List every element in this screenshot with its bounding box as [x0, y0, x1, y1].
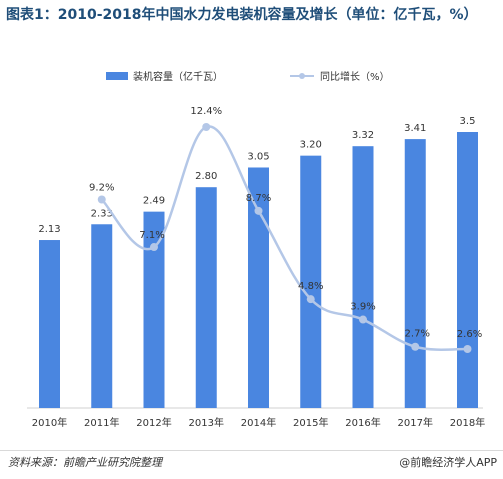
x-tick-label: 2012年 — [136, 416, 171, 429]
bar-value-label: 3.20 — [300, 140, 322, 151]
bar — [91, 224, 113, 408]
chart-legend: 装机容量（亿千瓦） 同比增长（%） — [106, 70, 390, 83]
bar — [352, 146, 374, 409]
line-point — [411, 342, 420, 351]
bar — [300, 155, 322, 408]
chart-canvas: 装机容量（亿千瓦） 同比增长（%） 2.13 2.33 2.49 2.80 3.05 3.… — [27, 70, 485, 429]
source-note: 资料来源：前瞻产业研究院整理 — [8, 456, 162, 469]
bar — [195, 187, 217, 408]
chart-title: 图表1：2010-2018年中国水力发电装机容量及增长（单位：亿千瓦，%） — [6, 7, 478, 23]
bar-value-label: 3.41 — [404, 123, 426, 134]
bar-value-label: 2.13 — [38, 224, 60, 235]
bar-value-label: 3.32 — [352, 130, 374, 141]
brand-credit: @前瞻经济学人APP — [399, 456, 497, 469]
line-series: 9.2% 7.1% 12.4% 8.7% 4.8% 3.9% 2.7% 2.6% — [89, 106, 482, 353]
legend-bar-swatch — [106, 72, 128, 80]
x-tick-label: 2018年 — [450, 416, 485, 429]
line-value-label: 7.1% — [139, 230, 164, 241]
x-tick-label: 2017年 — [398, 416, 433, 429]
bar — [143, 211, 165, 408]
line-value-label: 4.8% — [298, 281, 323, 292]
line-point — [254, 206, 263, 215]
bar-value-label: 2.33 — [91, 208, 113, 219]
line-point — [463, 345, 472, 353]
line-value-label: 12.4% — [190, 106, 222, 117]
line-value-label: 2.6% — [457, 329, 482, 340]
line-point — [359, 315, 367, 324]
bar-series: 2.13 2.33 2.49 2.80 3.05 3.20 3.32 3.41 3.5 — [38, 116, 478, 409]
bar — [457, 132, 478, 408]
line-point — [97, 195, 106, 204]
bar-value-label: 2.49 — [143, 196, 165, 207]
bar — [39, 240, 60, 408]
x-tick-label: 2014年 — [241, 416, 276, 429]
x-tick-label: 2011年 — [84, 416, 119, 429]
line-point — [202, 123, 211, 131]
bar-value-label: 2.80 — [195, 171, 217, 182]
line-point — [306, 295, 315, 304]
legend-line-marker — [299, 73, 305, 79]
bar — [404, 139, 426, 408]
line-value-label: 2.7% — [405, 329, 430, 340]
footer-divider — [0, 450, 503, 451]
bar — [248, 167, 269, 408]
x-tick-label: 2016年 — [345, 416, 380, 429]
line-point — [150, 243, 158, 252]
x-tick-label: 2010年 — [32, 416, 67, 429]
legend-bar-label: 装机容量（亿千瓦） — [133, 70, 223, 83]
x-tick-label: 2015年 — [293, 416, 328, 429]
x-tick-label: 2013年 — [189, 416, 224, 429]
x-axis-ticks: 2010年 2011年 2012年 2013年 2014年 2015年 2016年 2017年… — [32, 416, 485, 429]
line-value-label: 8.7% — [246, 193, 271, 204]
legend-line-label: 同比增长（%） — [320, 70, 390, 83]
line-value-label: 3.9% — [350, 302, 375, 313]
bar-value-label: 3.5 — [460, 116, 476, 127]
growth-line — [100, 125, 468, 351]
line-value-label: 9.2% — [89, 182, 114, 193]
bar-value-label: 3.05 — [247, 151, 269, 162]
